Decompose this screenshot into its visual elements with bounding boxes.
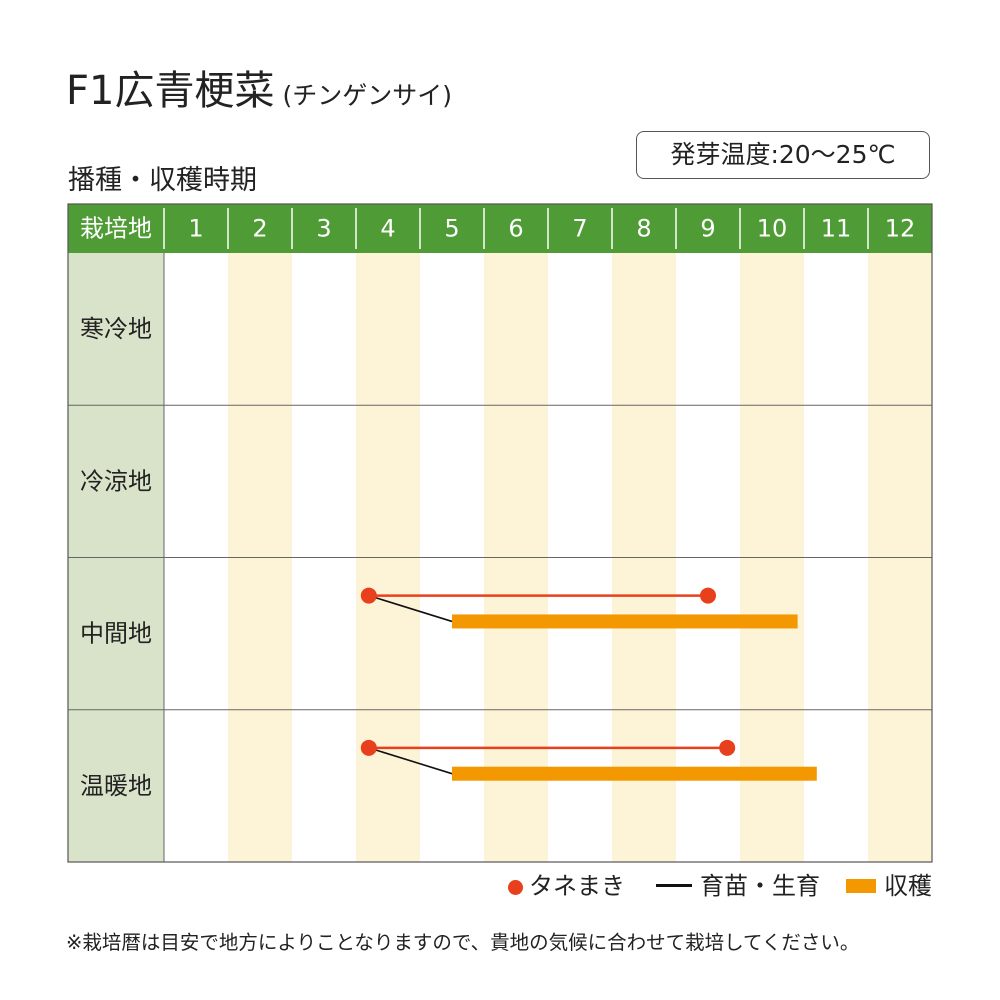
section-label: 播種・収穫時期: [68, 165, 257, 196]
sowing-marker-icon: [508, 880, 523, 895]
page-title: F1広青梗菜 (チンゲンサイ): [66, 58, 452, 116]
legend-growing: 育苗・生育: [656, 870, 820, 902]
sowing-end-dot: [700, 587, 716, 604]
legend: タネまき 育苗・生育 収穫: [0, 870, 1000, 904]
title-sub: (チンゲンサイ): [282, 81, 452, 110]
header-row: [68, 204, 932, 253]
harvest-bar-icon: [846, 879, 876, 893]
title-main: F1広青梗菜: [66, 68, 275, 114]
harvest-bar: [452, 766, 817, 781]
harvest-bar: [452, 614, 798, 629]
month-label: 8: [636, 215, 651, 243]
region-label: 中間地: [80, 620, 152, 648]
footnote: ※栽培暦は目安で地方によりことなりますので、貴地の気候に合わせて栽培してください…: [66, 931, 860, 954]
growing-line-icon: [656, 884, 692, 887]
region-label: 寒冷地: [80, 315, 152, 343]
region-label: 温暖地: [80, 772, 152, 800]
month-label: 11: [821, 215, 852, 243]
month-label: 3: [316, 215, 331, 243]
legend-sowing: タネまき: [508, 870, 625, 902]
sowing-start-dot: [360, 739, 377, 756]
region-header-label: 栽培地: [80, 215, 152, 243]
sowing-start-dot: [360, 587, 377, 604]
month-label: 4: [380, 215, 395, 243]
legend-sowing-label: タネまき: [529, 872, 625, 900]
month-label: 9: [700, 215, 715, 243]
month-label: 5: [444, 215, 459, 243]
growing-line: [368, 747, 453, 775]
germination-temp-badge: 発芽温度:20〜25℃: [636, 131, 930, 179]
sowing-end-dot: [719, 739, 736, 756]
legend-harvest-label: 収穫: [884, 872, 932, 900]
month-label: 7: [572, 215, 587, 243]
chart-border: [67, 203, 933, 863]
legend-harvest: 収穫: [846, 870, 932, 902]
region-label: 冷涼地: [80, 467, 152, 495]
month-label: 6: [508, 215, 523, 243]
month-label: 12: [885, 215, 916, 243]
month-label: 10: [757, 215, 788, 243]
month-label: 1: [188, 215, 203, 243]
month-label: 2: [252, 215, 267, 243]
legend-growing-label: 育苗・生育: [700, 872, 820, 900]
growing-line: [368, 594, 453, 623]
